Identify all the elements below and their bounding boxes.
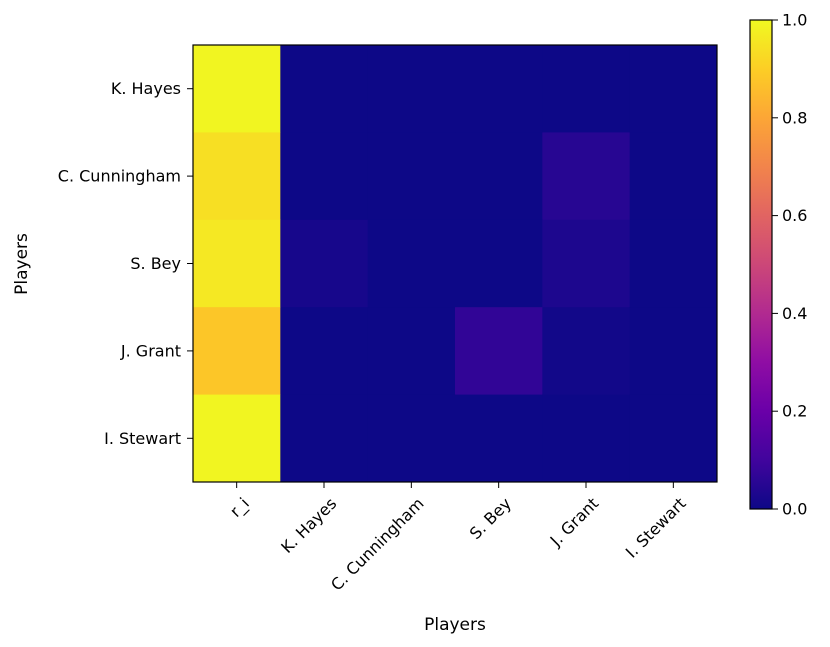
colorbar-tick-label: 1.0 <box>782 11 807 30</box>
heatmap-cell <box>542 219 631 308</box>
x-tick-label: I. Stewart <box>622 494 690 562</box>
heatmap-cell <box>629 219 718 308</box>
heatmap-cell <box>629 132 718 221</box>
colorbar-tick-label: 0.6 <box>782 206 807 225</box>
heatmap-cell <box>629 45 718 133</box>
heatmap-cell <box>629 307 718 396</box>
heatmap-cell <box>280 219 369 308</box>
heatmap-cell <box>280 394 369 483</box>
colorbar-ticks: 0.0 0.2 0.4 0.6 0.8 1.0 <box>772 11 807 519</box>
heatmap-cell <box>367 394 456 483</box>
x-tick-label: K. Hayes <box>277 494 340 557</box>
heatmap-cell <box>542 45 631 133</box>
heatmap-cell <box>193 45 281 133</box>
colorbar-tick-label: 0.2 <box>782 402 807 421</box>
x-axis-label: Players <box>424 615 486 635</box>
heatmap-cell <box>455 219 543 308</box>
colorbar-tick-label: 0.8 <box>782 108 807 127</box>
heatmap-cell <box>280 307 369 396</box>
heatmap-cell <box>542 394 631 483</box>
y-axis-ticks: K. Hayes C. Cunningham S. Bey J. Grant I. St… <box>58 79 193 448</box>
x-tick-label: J. Grant <box>546 494 603 551</box>
y-tick-label: I. Stewart <box>104 429 181 448</box>
y-tick-label: K. Hayes <box>111 79 181 98</box>
x-tick-label: r_i <box>226 494 254 522</box>
heatmap-cell <box>542 132 631 221</box>
heatmap-cell <box>193 132 281 221</box>
heatmap-cell <box>455 307 543 396</box>
heatmap-cell <box>367 45 456 133</box>
x-tick-label: C. Cunningham <box>327 494 428 595</box>
heatmap-cell <box>193 307 281 396</box>
x-tick-label: S. Bey <box>466 494 515 543</box>
heatmap-cell <box>455 132 543 221</box>
heatmap-cell <box>455 394 543 483</box>
heatmap-cell <box>629 394 718 483</box>
heatmap-cell <box>542 307 631 396</box>
heatmap-cell <box>280 132 369 221</box>
heatmap-cell <box>455 45 543 133</box>
y-tick-label: S. Bey <box>130 254 181 273</box>
heatmap-cells <box>193 45 718 483</box>
y-axis-label: Players <box>12 233 32 295</box>
y-tick-label: C. Cunningham <box>58 167 181 186</box>
y-tick-label: J. Grant <box>120 341 181 360</box>
heatmap-cell <box>367 307 456 396</box>
colorbar-tick-label: 0.4 <box>782 304 807 323</box>
heatmap-cell <box>367 132 456 221</box>
heatmap-cell <box>280 45 369 133</box>
colorbar-tick-label: 0.0 <box>782 500 807 519</box>
colorbar <box>749 19 773 510</box>
heatmap-cell <box>193 219 281 308</box>
heatmap-cell <box>193 394 281 483</box>
heatmap-cell <box>367 219 456 308</box>
